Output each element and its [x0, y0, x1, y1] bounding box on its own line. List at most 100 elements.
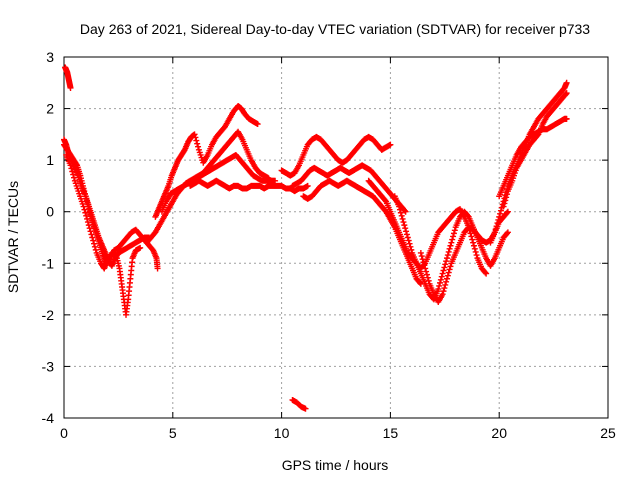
data-point — [502, 197, 509, 204]
data-point — [563, 115, 570, 122]
data-point — [447, 242, 454, 249]
data-point — [435, 286, 442, 293]
data-point — [443, 255, 450, 262]
data-point — [272, 177, 279, 184]
data-point — [440, 267, 447, 274]
data-point — [444, 252, 451, 259]
data-point — [443, 278, 450, 285]
data-point — [497, 210, 504, 217]
data-point — [422, 265, 429, 272]
data-point — [68, 165, 75, 172]
y-tick-label: -3 — [42, 358, 55, 374]
data-point — [450, 230, 457, 237]
data-point — [469, 236, 476, 243]
data-point — [91, 240, 98, 247]
data-point — [437, 276, 444, 283]
x-tick-label: 15 — [383, 425, 399, 441]
data-point — [436, 282, 443, 289]
data-point — [191, 131, 198, 138]
data-point — [468, 233, 475, 240]
chart-title: Day 263 of 2021, Sidereal Day-to-day VTE… — [80, 21, 590, 37]
data-point — [397, 209, 404, 216]
data-point — [444, 272, 451, 279]
y-axis-label: SDTVAR / TECUs — [5, 181, 21, 293]
series-outlier-low — [289, 396, 309, 412]
data-point — [421, 262, 428, 269]
data-point — [399, 215, 406, 222]
data-point — [493, 223, 500, 230]
data-point — [471, 245, 478, 252]
data-point — [86, 225, 93, 232]
data-point — [404, 234, 411, 241]
y-tick-label: 1 — [46, 152, 54, 168]
series-plateau-b — [289, 162, 409, 215]
data-point — [92, 246, 99, 253]
data-point — [503, 194, 510, 201]
y-tick-label: -2 — [42, 307, 55, 323]
data-point — [425, 277, 432, 284]
data-point — [563, 79, 570, 86]
plot-frame — [63, 56, 609, 419]
data-point — [84, 215, 91, 222]
x-tick-label: 20 — [491, 425, 507, 441]
data-point — [400, 219, 407, 226]
series-early-high — [62, 64, 74, 91]
data-point — [440, 288, 447, 295]
data-point — [194, 140, 201, 147]
data-point — [504, 230, 511, 237]
data-point — [472, 248, 479, 255]
data-point — [442, 261, 449, 268]
data-point — [451, 227, 458, 234]
x-tick-label: 10 — [274, 425, 290, 441]
data-point — [534, 132, 541, 139]
data-point — [407, 243, 414, 250]
data-point — [424, 274, 431, 281]
data-point — [87, 228, 94, 235]
data-point — [443, 275, 450, 282]
data-point — [438, 273, 445, 280]
data-point — [437, 279, 444, 286]
data-point — [80, 203, 87, 210]
data-point — [195, 143, 202, 150]
data-point — [67, 162, 74, 169]
data-point — [420, 259, 427, 266]
data-point — [439, 291, 446, 298]
y-tick-label: 2 — [46, 101, 54, 117]
data-point — [442, 281, 449, 288]
x-tick-label: 5 — [169, 425, 177, 441]
data-point — [497, 207, 504, 214]
data-point — [417, 249, 424, 256]
data-point — [304, 182, 311, 189]
data-point — [396, 203, 403, 210]
data-point — [441, 264, 448, 271]
data-point — [84, 219, 91, 226]
data-point — [416, 279, 423, 286]
data-point — [450, 233, 457, 240]
y-tick-label: -4 — [42, 410, 55, 426]
data-point — [504, 208, 511, 215]
data-point — [254, 121, 261, 128]
data-point — [563, 90, 570, 97]
data-point — [423, 268, 430, 275]
data-point — [491, 229, 498, 236]
data-point — [154, 265, 161, 272]
data-point — [382, 197, 389, 204]
data-point — [406, 240, 413, 247]
y-tick-label: -1 — [42, 255, 55, 271]
data-point — [447, 263, 454, 270]
data-points — [61, 64, 570, 412]
data-point — [70, 171, 77, 178]
series-final-rise-b — [496, 115, 570, 200]
data-point — [501, 200, 508, 207]
series-mid-d — [187, 177, 311, 195]
data-point — [449, 236, 456, 243]
series-mid-rise — [152, 102, 261, 220]
data-point — [496, 213, 503, 220]
data-point — [446, 245, 453, 252]
data-point — [470, 242, 477, 249]
data-point — [470, 239, 477, 246]
series-plateau-a — [278, 133, 394, 179]
data-point — [401, 222, 408, 229]
y-tick-label: 0 — [46, 204, 54, 220]
